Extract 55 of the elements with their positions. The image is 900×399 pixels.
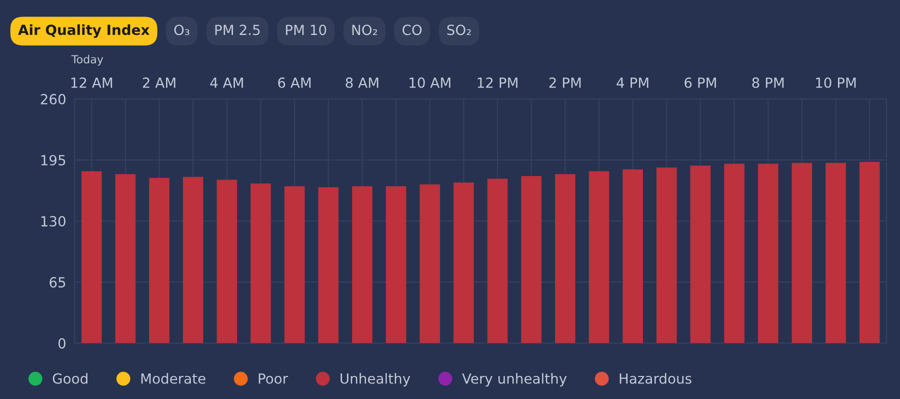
x-tick-label: 2 AM: [142, 77, 176, 88]
bar: [859, 162, 880, 344]
text: CO: [402, 24, 422, 36]
text: Today: [71, 54, 104, 66]
bar: [454, 182, 474, 344]
x-tick-label: 10 PM: [816, 77, 856, 88]
legend-label: Good: [52, 373, 88, 384]
bar: [758, 164, 778, 344]
bar: [318, 187, 339, 344]
bar: [690, 166, 711, 344]
legend-label: Very unhealthy: [462, 373, 567, 386]
text: O₃: [174, 24, 190, 36]
text: SO₂: [447, 24, 471, 36]
bar: [521, 176, 542, 344]
text: PM 10: [286, 24, 326, 36]
x-tick-label: 10 AM: [410, 77, 450, 88]
bar: [216, 180, 238, 344]
x-tick-label: 6 AM: [278, 77, 311, 88]
y-tick-label: 195: [41, 154, 66, 166]
bar: [386, 186, 406, 344]
legend-label: Unhealthy: [340, 373, 410, 386]
bar: [149, 178, 170, 344]
bar: [182, 176, 204, 344]
x-tick-label: 12 PM: [478, 77, 518, 88]
legend-label: Hazardous: [620, 373, 692, 384]
y-tick-label: 130: [41, 216, 66, 227]
text: NO₂: [352, 24, 378, 36]
text: PM 2.5: [215, 24, 260, 36]
bar: [656, 168, 677, 344]
x-tick-label: 4 AM: [210, 78, 243, 88]
y-tick-label: 260: [40, 94, 66, 104]
bar: [555, 174, 576, 344]
bar: [115, 174, 136, 344]
bar: [487, 178, 508, 344]
x-tick-label: 6 PM: [684, 77, 716, 88]
bar: [81, 171, 102, 344]
x-tick-label: 4 PM: [616, 78, 648, 88]
x-tick-label: 8 PM: [752, 77, 784, 88]
legend-label: Poor: [258, 373, 288, 384]
x-tick-label: 2 PM: [549, 77, 581, 88]
bar: [250, 183, 271, 344]
x-tick-label: 8 AM: [346, 77, 378, 88]
bar: [588, 171, 610, 344]
text: Air Quality Index: [18, 24, 150, 38]
bar: [284, 186, 305, 344]
bar: [420, 184, 440, 344]
bar: [826, 162, 846, 344]
x-tick-label: 12 AM: [71, 77, 112, 88]
y-tick-label: 65: [50, 277, 66, 288]
y-tick-label: 0: [58, 338, 66, 349]
legend-label: Moderate: [141, 373, 206, 384]
bar: [792, 162, 812, 344]
bar: [622, 169, 643, 344]
bar: [352, 186, 372, 344]
bar: [724, 164, 744, 344]
